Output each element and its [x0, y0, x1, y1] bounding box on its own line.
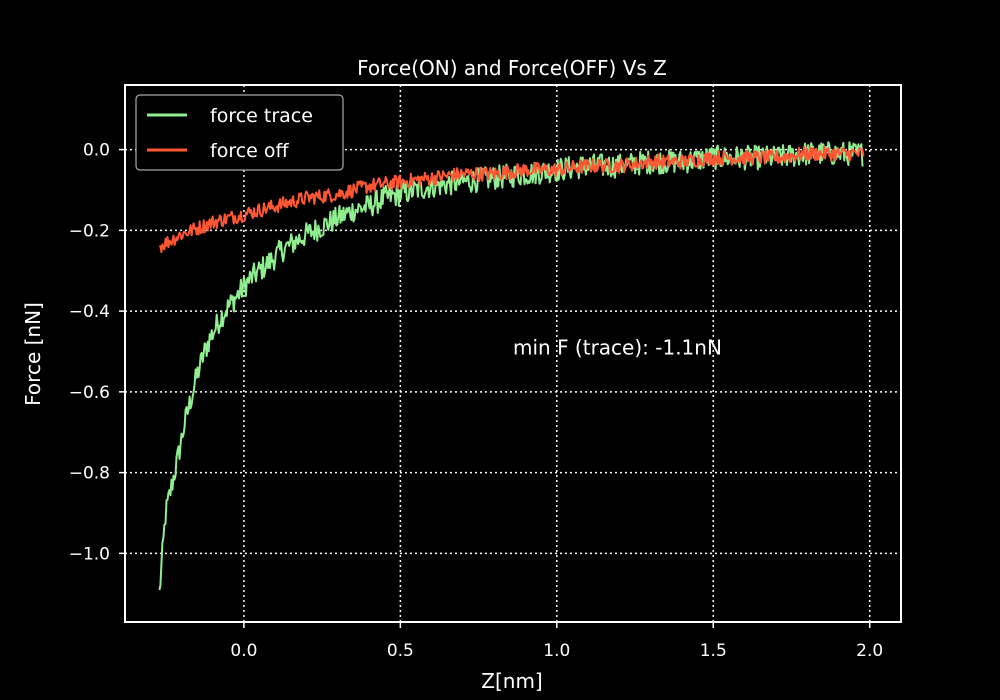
min-force-annotation: min F (trace): -1.1nN: [513, 335, 722, 359]
y-tick-label: −0.6: [69, 383, 110, 403]
x-axis-label: Z[nm]: [481, 669, 542, 693]
legend-box: [135, 94, 344, 171]
y-tick-label: 0.0: [83, 141, 110, 161]
y-axis-label: Force [nN]: [21, 302, 45, 406]
ticks: 0.0 0.5 1.0 1.5 2.0 −1.0 −0.8 −0.6 −0.4 −0.2 0.0: [69, 141, 884, 661]
y-tick-label: −0.8: [69, 464, 110, 484]
x-tick-label: 1.5: [700, 641, 727, 661]
legend-label-force-trace: force trace: [210, 105, 313, 127]
x-tick-label: 2.0: [856, 641, 883, 661]
series-line-force-off: [158, 145, 865, 254]
x-tick-label: 1.0: [543, 641, 570, 661]
chart-title: Force(ON) and Force(OFF) Vs Z: [357, 56, 667, 80]
x-tick-label: 0.0: [230, 641, 257, 661]
plot-frame: [124, 84, 902, 623]
x-tick-label: 0.5: [387, 641, 414, 661]
legend: force trace force off: [135, 94, 344, 171]
y-tick-label: −1.0: [69, 544, 110, 564]
y-tick-label: −0.2: [69, 221, 110, 241]
series-layer: [158, 141, 865, 591]
series-line-force-trace: [158, 141, 864, 591]
y-tick-label: −0.4: [69, 302, 110, 322]
legend-label-force-off: force off: [210, 140, 290, 162]
grid: [125, 85, 901, 622]
